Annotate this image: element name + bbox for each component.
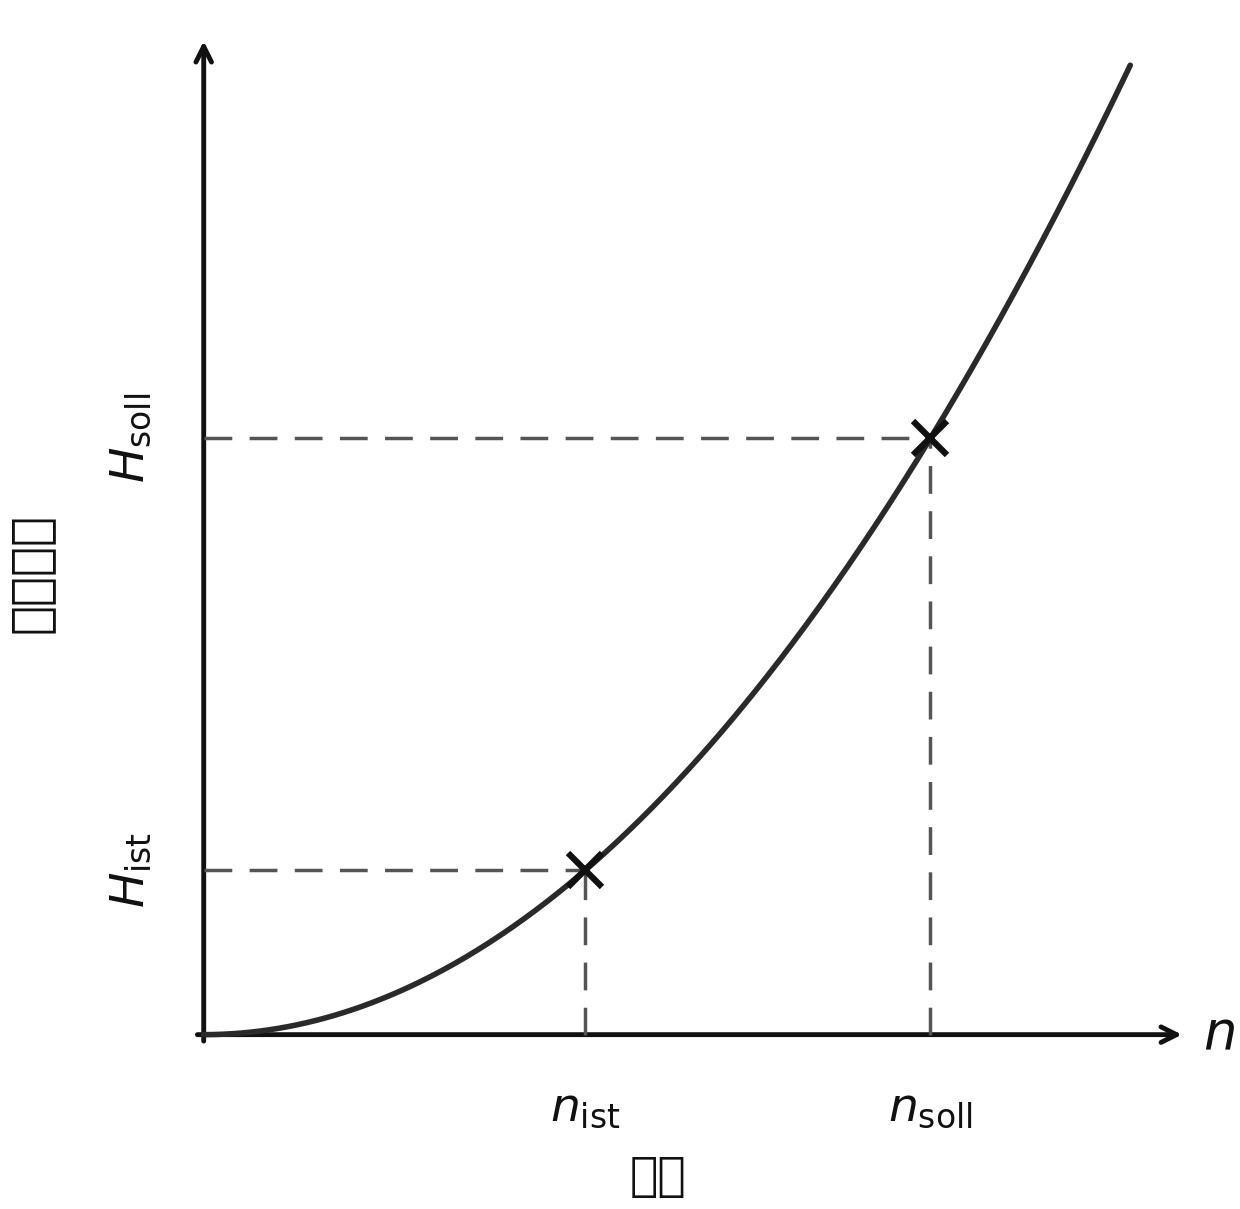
Text: $n$: $n$ [1203,1008,1235,1060]
Text: 转速: 转速 [630,1155,686,1199]
Text: $n_{\rm soll}$: $n_{\rm soll}$ [888,1086,972,1130]
Text: $H_{\rm soll}$: $H_{\rm soll}$ [109,393,154,484]
Text: $H_{\rm ist}$: $H_{\rm ist}$ [109,832,154,908]
Text: 输送高度: 输送高度 [7,514,55,634]
Text: $n_{\rm ist}$: $n_{\rm ist}$ [551,1086,620,1130]
